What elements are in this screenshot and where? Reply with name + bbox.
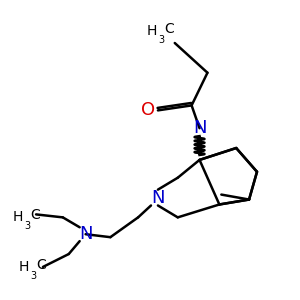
Text: C: C bbox=[36, 258, 46, 272]
Text: O: O bbox=[141, 101, 155, 119]
Text: N: N bbox=[79, 225, 92, 243]
Text: H: H bbox=[147, 24, 157, 38]
Text: H: H bbox=[13, 210, 23, 224]
Text: N: N bbox=[193, 119, 206, 137]
Text: 3: 3 bbox=[30, 271, 36, 281]
Text: 3: 3 bbox=[24, 221, 30, 231]
Text: N: N bbox=[151, 189, 165, 207]
Text: C: C bbox=[164, 22, 174, 36]
Text: C: C bbox=[30, 208, 40, 222]
Text: 3: 3 bbox=[158, 35, 164, 45]
Text: H: H bbox=[19, 260, 29, 274]
